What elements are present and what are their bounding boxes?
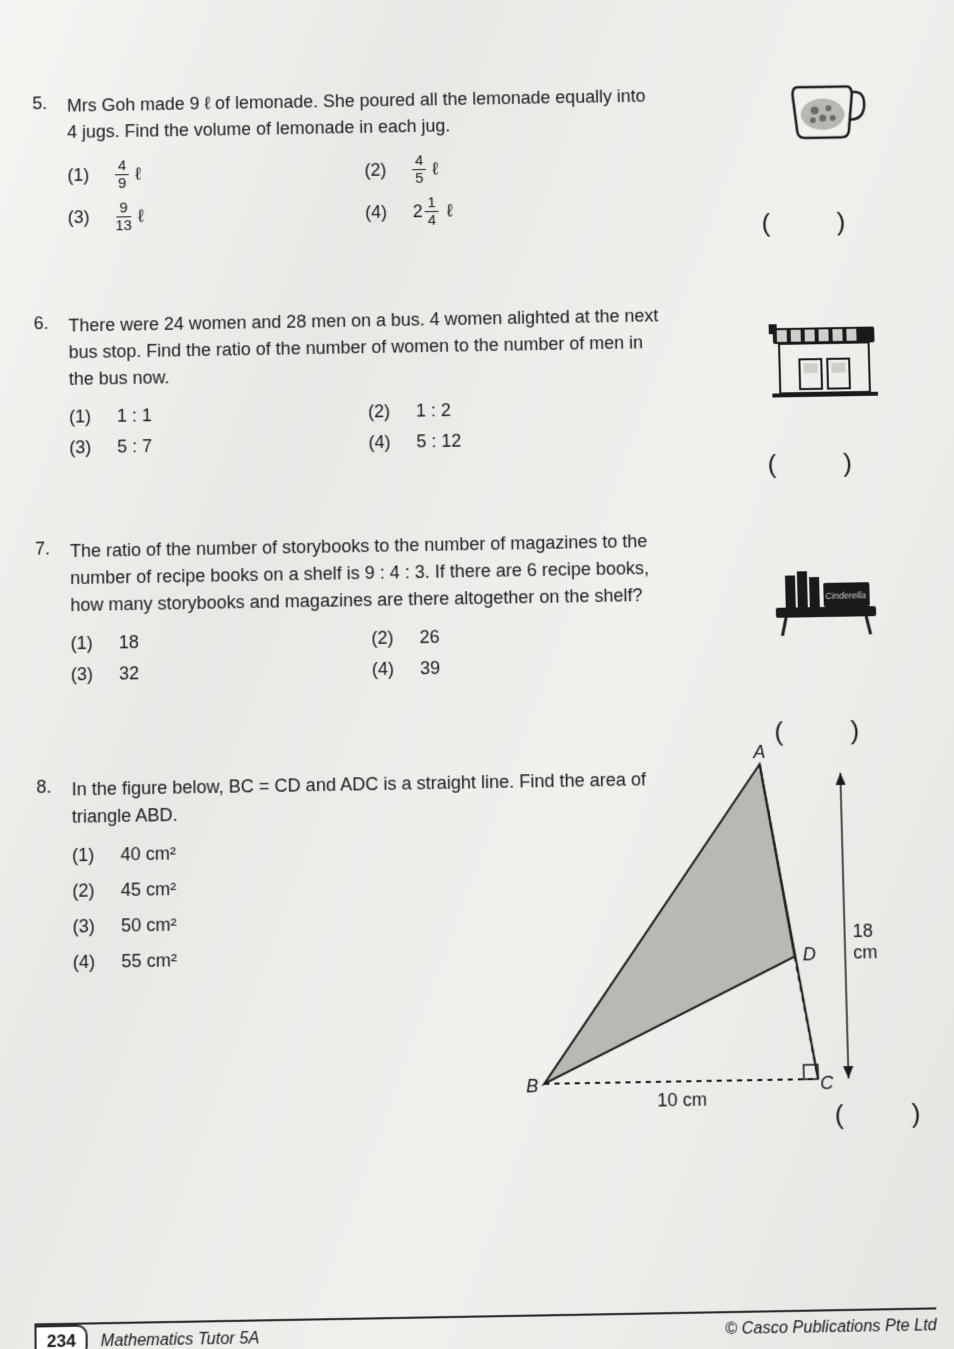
question-7: 7. The ratio of the number of storybooks… (70, 523, 918, 685)
q7-c2-val: 26 (419, 627, 439, 648)
q5-c1-n: 4 (115, 158, 129, 175)
q5-choice-2: (2) 4 5 ℓ (364, 150, 602, 186)
label-D: D (802, 944, 816, 966)
q5-c1-d: 9 (118, 175, 126, 191)
q6-c2-val: 1 : 2 (416, 400, 451, 421)
q8-c4-num: (4) (73, 951, 108, 973)
q5-choice-4: (4) 2 1 4 ℓ (365, 192, 603, 228)
footer-title: Mathematics Tutor 5A (101, 1330, 260, 1349)
q6-c3-val: 5 : 7 (117, 436, 152, 457)
q8-choice-4: (4) 55 cm² (73, 947, 377, 974)
q5-c1-num: (1) (67, 165, 101, 186)
q6-c1-val: 1 : 1 (117, 405, 152, 426)
q5-c3-d: 13 (115, 217, 132, 233)
q8-c2-val: 45 cm² (121, 879, 177, 901)
q5-paren: ( ) (761, 206, 875, 238)
q6-choice-2: (2) 1 : 2 (368, 397, 608, 422)
q8-paren: ( ) (834, 1097, 951, 1131)
q5-c2-d: 5 (415, 170, 424, 186)
q7-number: 7. (35, 538, 50, 559)
label-B: B (526, 1076, 539, 1098)
q5-c3-unit: ℓ (138, 206, 144, 227)
svg-text:Cinderella: Cinderella (825, 590, 866, 601)
q5-c2-unit: ℓ (432, 159, 438, 180)
q7-c4-num: (4) (372, 658, 406, 680)
q5-c3-n: 9 (116, 201, 130, 218)
q7-c3-num: (3) (71, 664, 105, 686)
q5-c2-num: (2) (364, 160, 398, 181)
q5-c4-whole: 2 (413, 201, 423, 222)
q5-c1-frac: 4 9 (115, 158, 129, 191)
q5-c3-frac: 9 13 (115, 201, 132, 234)
q5-c4-n: 1 (424, 195, 438, 212)
q6-c4-val: 5 : 12 (416, 431, 461, 453)
q6-paren: ( ) (767, 447, 882, 480)
q5-c2-frac: 4 5 (412, 153, 427, 186)
q5-c3-num: (3) (68, 207, 102, 228)
q7-c3-val: 32 (119, 663, 139, 684)
q8-c2-num: (2) (72, 880, 106, 902)
q8-c1-num: (1) (72, 844, 106, 866)
q5-number: 5. (32, 93, 47, 114)
q6-choice-3: (3) 5 : 7 (69, 432, 368, 458)
page: 5. Mrs Goh made 9 ℓ of lemonade. She pou… (0, 0, 954, 1349)
bus-stop-icon (769, 319, 881, 410)
q7-c2-num: (2) (371, 627, 405, 649)
q6-number: 6. (34, 313, 49, 334)
q6-c4-num: (4) (368, 432, 402, 453)
label-C: C (820, 1073, 834, 1095)
q7-choice-1: (1) 18 (71, 628, 372, 654)
q5-c4-d: 4 (428, 212, 437, 228)
q7-c4-val: 39 (420, 658, 440, 679)
q6-c1-num: (1) (69, 406, 103, 427)
q5-c4-frac: 1 4 (424, 195, 439, 228)
q5-c2-n: 4 (412, 153, 426, 170)
q5-c1-unit: ℓ (135, 164, 141, 185)
q5-choice-3: (3) 9 13 ℓ (68, 197, 366, 235)
q8-c4-val: 55 cm² (121, 950, 177, 972)
dim-ac: 18 cm (852, 920, 886, 963)
q6-c2-num: (2) (368, 401, 402, 422)
q7-choice-3: (3) 32 (71, 659, 372, 685)
page-number: 234 (34, 1325, 88, 1349)
q5-c4-unit: ℓ (447, 201, 453, 222)
q7-paren: ( ) (774, 714, 890, 747)
q7-c1-num: (1) (71, 633, 105, 655)
q8-c1-val: 40 cm² (120, 843, 176, 865)
q6-c3-num: (3) (69, 437, 103, 458)
footer-copyright: © Casco Publications Pte Ltd (725, 1317, 937, 1339)
q7-choice-4: (4) 39 (372, 655, 613, 680)
q8-number: 8. (36, 777, 51, 799)
q6-choice-4: (4) 5 : 12 (368, 428, 608, 453)
label-A: A (753, 742, 766, 763)
q8-figure: A B C D 10 cm 18 cm (518, 752, 890, 1125)
q5-c4-mixed: 2 1 4 (413, 195, 440, 228)
triangle-diagram (518, 752, 890, 1125)
q8-choice-1: (1) 40 cm² (72, 840, 375, 867)
jug-icon (782, 74, 873, 144)
q7-c1-val: 18 (119, 632, 139, 653)
question-8: 8. In the figure below, BC = CD and ADC … (72, 761, 932, 1143)
q7-choice-2: (2) 26 (371, 624, 612, 649)
q8-c3-val: 50 cm² (121, 914, 177, 936)
q6-choice-1: (1) 1 : 1 (69, 402, 368, 428)
dim-bc: 10 cm (657, 1089, 707, 1111)
q8-choice-2: (2) 45 cm² (72, 875, 375, 902)
page-footer: 234 Mathematics Tutor 5A © Casco Publica… (34, 1307, 937, 1349)
q8-c3-num: (3) (73, 916, 108, 938)
footer-left: 234 Mathematics Tutor 5A (34, 1328, 259, 1349)
question-5: 5. Mrs Goh made 9 ℓ of lemonade. She pou… (67, 79, 905, 234)
bookshelf-icon: Cinderella (764, 554, 887, 646)
q5-stem: Mrs Goh made 9 ℓ of lemonade. She poured… (67, 79, 902, 146)
q5-choice-1: (1) 4 9 ℓ (67, 154, 364, 191)
q5-c4-num: (4) (365, 202, 399, 223)
question-6: 6. There were 24 women and 28 men on a b… (68, 298, 911, 458)
q8-choice-3: (3) 50 cm² (73, 911, 376, 938)
